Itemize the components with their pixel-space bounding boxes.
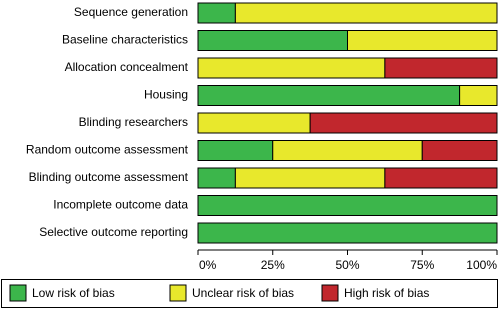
legend-box xyxy=(1,279,498,308)
category-label: Baseline characteristics xyxy=(62,33,188,47)
category-label: Incomplete outcome data xyxy=(53,198,188,212)
legend-label: Low risk of bias xyxy=(32,286,115,300)
category-label: Blinding researchers xyxy=(79,115,188,129)
category-label: Selective outcome reporting xyxy=(39,225,188,239)
x-tick-label: 25% xyxy=(261,258,285,272)
legend-label: High risk of bias xyxy=(344,286,429,300)
bar-segment xyxy=(421,140,498,161)
bar-segment xyxy=(197,222,498,244)
bar-segment xyxy=(197,85,461,106)
bar-segment xyxy=(197,30,348,51)
bar-segment xyxy=(197,140,274,161)
category-label: Housing xyxy=(144,88,188,102)
x-tick-label: 75% xyxy=(410,258,434,272)
bar-segment xyxy=(197,112,311,134)
bar-segment xyxy=(309,112,498,134)
bar-segment xyxy=(459,85,498,106)
bar-segment xyxy=(272,140,423,161)
category-label: Blinding outcome assessment xyxy=(29,170,189,184)
legend-label: Unclear risk of bias xyxy=(192,286,294,300)
x-tick-label: 50% xyxy=(335,258,359,272)
x-tick-label: 100% xyxy=(466,258,497,272)
bar-segment xyxy=(197,195,498,216)
category-label: Sequence generation xyxy=(74,5,188,19)
bar-segment xyxy=(384,167,498,189)
legend-swatch xyxy=(169,284,187,302)
category-label: Allocation concealment xyxy=(65,60,189,74)
bar-segment xyxy=(197,2,236,24)
category-label: Random outcome assessment xyxy=(26,143,189,157)
bar-segment xyxy=(234,167,386,189)
bar-segment xyxy=(197,57,386,79)
legend-swatch xyxy=(321,284,339,302)
bar-segment xyxy=(197,167,236,189)
bar-segment xyxy=(384,57,498,79)
legend-swatch xyxy=(9,284,27,302)
bar-segment xyxy=(234,2,498,24)
bar-segment xyxy=(347,30,498,51)
x-tick-label: 0% xyxy=(199,258,217,272)
